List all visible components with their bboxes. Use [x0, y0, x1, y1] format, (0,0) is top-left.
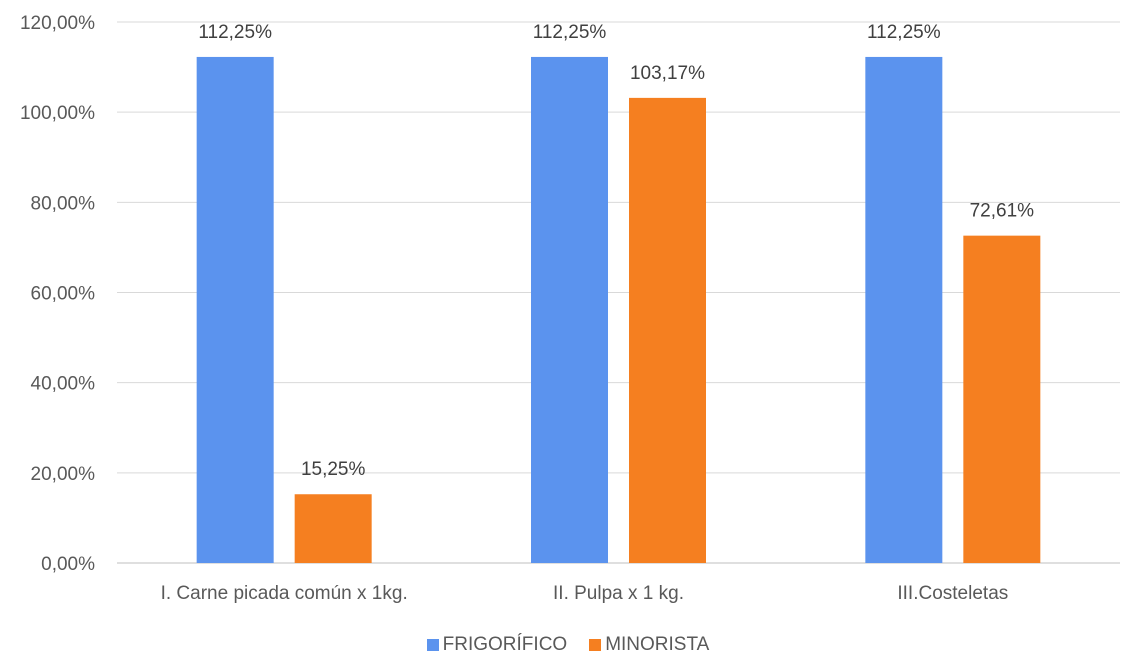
legend-label-minorista: MINORISTA [605, 634, 710, 655]
data-label: 112,25% [198, 22, 272, 43]
legend-item-minorista: MINORISTA [589, 634, 709, 656]
y-tick-label: 120,00% [20, 13, 95, 34]
y-axis-tick-labels: 0,00% 20,00% 40,00% 60,00% 80,00% 100,00% 120,… [20, 13, 95, 575]
gridlines [117, 21, 1120, 564]
data-label: 72,61% [970, 201, 1035, 222]
bar [196, 56, 274, 564]
data-label: 15,25% [301, 459, 366, 480]
bar [629, 97, 706, 564]
legend-item-frigorifico: FRIGORÍFICO [426, 634, 568, 656]
y-tick-label: 80,00% [31, 193, 96, 214]
legend-swatch-frigorifico [426, 639, 439, 651]
bar [294, 494, 372, 563]
y-tick-label: 40,00% [31, 374, 96, 395]
legend: FRIGORÍFICO MINORISTA [0, 634, 1136, 656]
legend-label-frigorifico: FRIGORÍFICO [442, 634, 568, 655]
y-tick-label: 0,00% [41, 554, 95, 575]
data-label: 112,25% [867, 22, 941, 43]
bar-chart: 0,00% 20,00% 40,00% 60,00% 80,00% 100,00% 120,… [20, 13, 1120, 604]
bar [963, 235, 1041, 564]
bars [196, 56, 1041, 564]
data-labels: 112,25% 15,25% 112,25% 103,17% 112,25% 72,61% [198, 22, 1034, 480]
category-label: II. Pulpa x 1 kg. [553, 583, 684, 604]
bar [865, 56, 943, 564]
legend-swatch-minorista [589, 639, 602, 651]
category-label: III.Costeletas [897, 583, 1008, 604]
data-label: 112,25% [533, 22, 607, 43]
data-label: 103,17% [630, 63, 705, 84]
y-tick-label: 20,00% [31, 464, 96, 485]
category-labels: I. Carne picada común x 1kg. II. Pulpa x … [161, 583, 1009, 604]
y-tick-label: 100,00% [20, 103, 95, 124]
y-tick-label: 60,00% [31, 284, 96, 305]
category-label: I. Carne picada común x 1kg. [161, 583, 408, 604]
bar [531, 56, 608, 564]
